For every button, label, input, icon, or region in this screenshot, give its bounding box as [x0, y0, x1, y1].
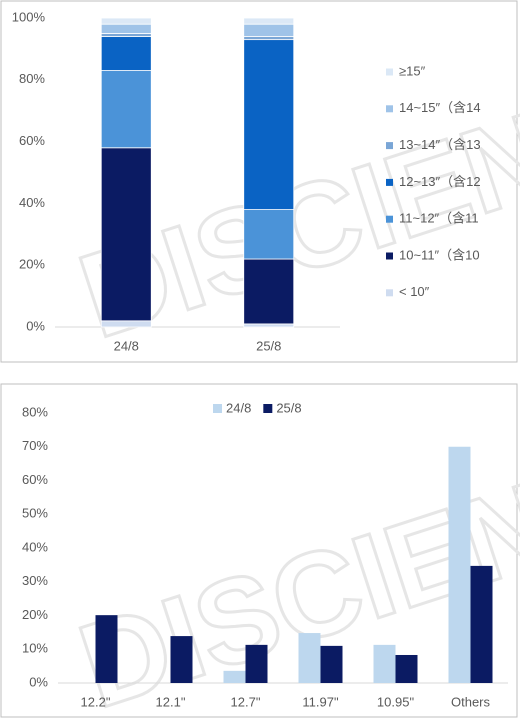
bar [298, 633, 321, 683]
x-tick-label: 12.7" [231, 694, 261, 709]
y-tick-label: 60% [22, 472, 48, 487]
x-tick-label: 12.2" [81, 694, 111, 709]
x-tick-label: Others [451, 694, 491, 709]
y-tick-label: 20% [19, 257, 45, 272]
bar [373, 644, 396, 683]
bar [223, 670, 246, 683]
bar-segment [100, 17, 152, 25]
y-tick-label: 10% [22, 641, 48, 656]
y-tick-label: 40% [22, 539, 48, 554]
bar-segment [243, 23, 295, 37]
legend-swatch [386, 105, 393, 113]
legend-swatch [386, 178, 393, 186]
bar-segment [243, 323, 295, 328]
y-tick-label: 50% [22, 506, 48, 521]
legend-label: 12~13″（含12 [399, 174, 481, 189]
y-tick-label: 80% [19, 71, 45, 86]
legend-label: 24/8 [226, 400, 251, 415]
legend-swatch [386, 289, 393, 297]
bar [395, 654, 418, 683]
legend-swatch [263, 404, 273, 413]
bar-segment [243, 209, 295, 260]
y-tick-label: 0% [26, 318, 45, 333]
bar-segment [100, 36, 152, 71]
legend-label: 25/8 [276, 400, 301, 415]
bar [245, 644, 268, 683]
bar [470, 565, 493, 683]
bar-segment [100, 23, 152, 34]
y-tick-label: 0% [29, 674, 48, 689]
legend-swatch [386, 252, 393, 260]
y-tick-label: 100% [12, 9, 46, 24]
legend-swatch [386, 215, 393, 223]
bar-segment [100, 70, 152, 149]
legend-label: 11~12″（含11 [399, 211, 479, 226]
legend-label: 10~11″（含10 [399, 247, 480, 262]
legend-label: 14~15″（含14 [399, 100, 481, 115]
x-tick-label: 10.95" [377, 694, 415, 709]
bar-segment [243, 17, 295, 25]
x-tick-label: 11.97" [302, 694, 339, 709]
bar-segment [243, 39, 295, 210]
bar-segment [100, 147, 152, 322]
bar-segment [243, 258, 295, 325]
x-tick-label: 24/8 [114, 338, 139, 353]
bar-segment [100, 320, 152, 328]
bar [170, 636, 193, 683]
legend-label: ≥15″ [399, 63, 426, 78]
y-tick-label: 70% [22, 438, 48, 453]
y-tick-label: 20% [22, 607, 48, 622]
y-tick-label: 30% [22, 573, 48, 588]
x-tick-label: 12.1" [156, 694, 186, 709]
y-tick-label: 80% [22, 404, 48, 419]
legend-swatch [386, 68, 393, 76]
legend-swatch [213, 404, 222, 413]
bar [320, 645, 343, 683]
legend-swatch [386, 142, 393, 150]
y-tick-label: 60% [19, 133, 45, 148]
bar-segment [243, 36, 295, 41]
x-tick-label: 25/8 [256, 338, 281, 353]
bar-segment [100, 33, 152, 37]
y-tick-label: 40% [19, 195, 45, 210]
bar [95, 615, 118, 683]
bar [448, 446, 471, 683]
legend-label: < 10″ [399, 284, 430, 299]
legend-label: 13~14″（含13 [399, 137, 481, 152]
